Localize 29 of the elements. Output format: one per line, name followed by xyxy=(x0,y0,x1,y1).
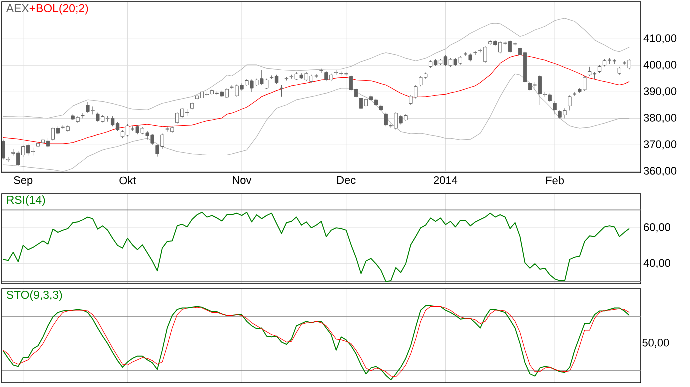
x-tick-label: Okt xyxy=(120,176,136,185)
candlestick xyxy=(2,140,6,160)
candlestick xyxy=(568,95,572,111)
candlestick xyxy=(320,68,324,74)
candlestick xyxy=(553,101,557,115)
x-tick-label: Feb xyxy=(546,176,564,185)
y-tick-label: 40,00 xyxy=(644,259,671,268)
series-label: STO(9,3,3) xyxy=(6,290,62,302)
candlestick xyxy=(81,113,85,119)
line-series xyxy=(3,212,630,282)
text: RSI(14) xyxy=(7,196,46,206)
y-tick-label: 400,00 xyxy=(644,61,677,70)
y-tick-label: 60,00 xyxy=(644,224,671,233)
x-tick-label: Nov xyxy=(233,176,252,184)
text: +BOL(20;2) xyxy=(30,4,88,15)
candlestick xyxy=(6,156,10,163)
y-tick-label: 380,00 xyxy=(644,114,677,124)
candlestick xyxy=(384,112,388,127)
candlestick xyxy=(474,50,478,56)
x-tick-label: 2014 xyxy=(434,176,458,184)
x-tick-label: Dec xyxy=(338,176,356,184)
y-tick-label: 370,00 xyxy=(644,140,677,150)
text: 50,00 xyxy=(642,339,670,348)
y-tick-label: 360,00 xyxy=(644,167,677,176)
candlestick xyxy=(280,85,284,98)
text: AEX xyxy=(6,4,30,12)
y-tick-label: 410,00 xyxy=(644,34,677,44)
y-tick-label: 390,00 xyxy=(644,88,677,97)
x-tick-label: Sep xyxy=(14,176,33,186)
